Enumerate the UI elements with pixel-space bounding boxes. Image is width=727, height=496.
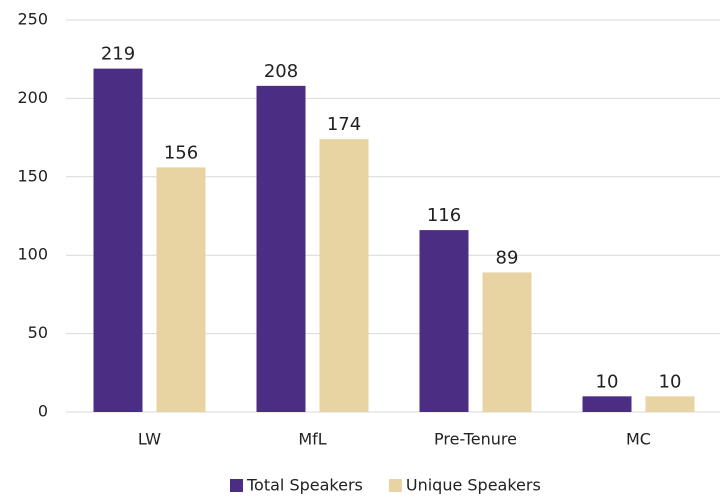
y-tick-label: 50	[28, 323, 48, 342]
bar	[419, 230, 469, 412]
data-label: 10	[596, 371, 619, 392]
y-tick-label: 150	[17, 166, 48, 185]
bar	[645, 396, 695, 412]
y-tick-label: 100	[17, 245, 48, 264]
x-tick-label: LW	[138, 430, 161, 449]
x-tick-label: Pre-Tenure	[434, 430, 517, 449]
legend-label: Unique Speakers	[406, 476, 541, 495]
y-tick-label: 0	[38, 402, 48, 421]
data-label: 156	[164, 142, 198, 163]
bar	[319, 139, 369, 412]
legend-label: Total Speakers	[246, 476, 363, 495]
bar	[93, 68, 143, 412]
data-label: 174	[327, 114, 361, 135]
bar	[156, 167, 206, 412]
y-tick-label: 200	[17, 88, 48, 107]
bar	[482, 272, 532, 412]
data-label: 208	[264, 61, 298, 82]
data-label: 116	[427, 205, 461, 226]
bar	[256, 85, 306, 412]
x-tick-label: MC	[626, 430, 651, 449]
data-label: 219	[101, 44, 135, 65]
x-tick-label: MfL	[298, 430, 326, 449]
legend-swatch	[230, 479, 243, 492]
data-label: 10	[659, 371, 682, 392]
bar	[582, 396, 632, 412]
legend-swatch	[388, 479, 402, 492]
data-label: 89	[496, 247, 519, 268]
y-tick-label: 250	[17, 10, 48, 29]
